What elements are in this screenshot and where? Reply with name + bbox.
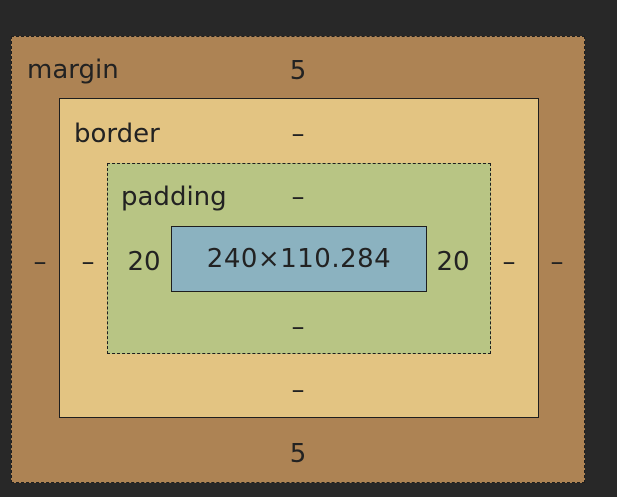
border-label: border (74, 119, 160, 149)
padding-label: padding (121, 182, 227, 212)
border-bottom-value[interactable]: – (291, 375, 305, 405)
border-left-value[interactable]: – (81, 247, 95, 277)
padding-left-value[interactable]: 20 (127, 247, 161, 277)
padding-top-value[interactable]: – (291, 182, 305, 212)
margin-bottom-value[interactable]: 5 (289, 439, 307, 469)
padding-bottom-value[interactable]: – (291, 312, 305, 342)
padding-right-value[interactable]: 20 (436, 247, 470, 277)
content-size[interactable]: 240×110.284 (206, 244, 392, 274)
border-right-value[interactable]: – (502, 247, 516, 277)
margin-top-value[interactable]: 5 (289, 56, 307, 86)
margin-right-value[interactable]: – (550, 247, 564, 277)
border-top-value[interactable]: – (291, 119, 305, 149)
margin-left-value[interactable]: – (33, 247, 47, 277)
margin-label: margin (27, 55, 119, 85)
content-box[interactable]: 240×110.284 (171, 226, 427, 292)
